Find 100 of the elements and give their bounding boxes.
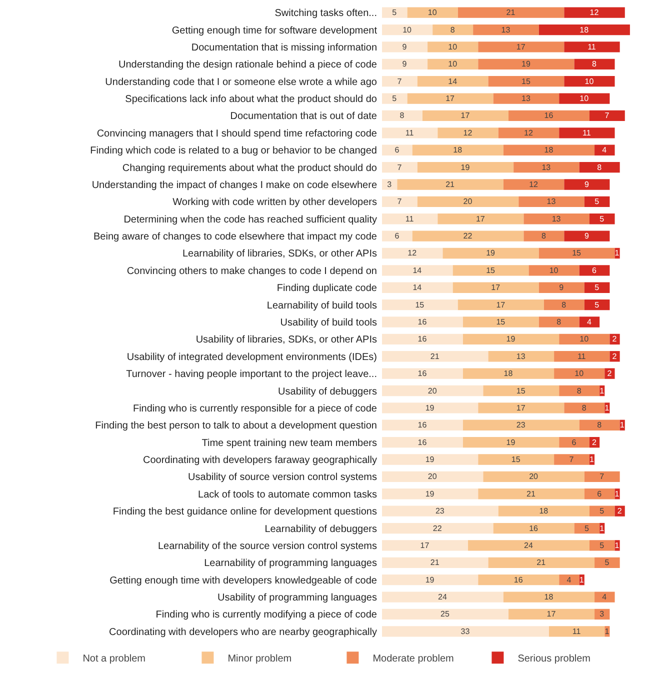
data-label: 10 (549, 266, 559, 275)
bar (382, 110, 422, 122)
bar (422, 110, 509, 122)
bar (382, 368, 463, 379)
bar (382, 316, 463, 328)
y-tick-label: Getting enough time for software development (172, 25, 378, 36)
data-label: 17 (546, 610, 556, 619)
bar (579, 265, 610, 276)
bar (503, 144, 595, 156)
data-label: 19 (506, 334, 516, 344)
bar (382, 214, 438, 224)
data-label: 4 (602, 592, 608, 602)
bar (589, 110, 625, 122)
bar (468, 540, 590, 551)
data-label: 1 (620, 420, 625, 430)
bar (498, 506, 590, 516)
bar (564, 7, 625, 18)
data-label: 21 (536, 558, 546, 568)
data-label: 17 (496, 300, 506, 310)
data-label: 9 (402, 42, 408, 52)
bar (574, 58, 615, 70)
bar (382, 471, 484, 482)
y-tick-label: Finding the best person to talk to about a development question (95, 420, 377, 432)
legend-label: Minor problem (228, 654, 292, 665)
y-tick-label: Usability of debuggers (278, 386, 377, 398)
data-label: 6 (572, 438, 577, 447)
data-label: 11 (582, 128, 592, 138)
data-label: 25 (440, 610, 450, 619)
bar (498, 128, 560, 138)
bar (508, 110, 590, 122)
data-label: 1 (604, 626, 610, 636)
bar (462, 420, 580, 430)
y-tick-label: Learnability of libraries, SDKs, or other APIs (182, 248, 377, 260)
y-tick-label: Usability of integrated development environments (IDEs) (126, 352, 377, 363)
bar (478, 488, 584, 500)
y-tick-label: Understanding code that I or someone else wrote a while ago (105, 76, 378, 88)
bar (428, 58, 478, 70)
data-label: 16 (529, 524, 539, 533)
bar (589, 506, 615, 516)
y-tick-label: Usability of source version control systems (188, 472, 377, 484)
bar (559, 437, 590, 448)
data-label: 20 (428, 472, 438, 482)
data-label: 23 (435, 506, 445, 516)
data-label: 2 (612, 334, 618, 344)
bar (604, 368, 615, 379)
data-label: 15 (511, 455, 521, 464)
y-tick-label: Usability of libraries, SDKs, or other APIs (196, 334, 377, 346)
data-label: 2 (607, 369, 612, 378)
y-tick-label: Lack of tools to automate common tasks (198, 489, 377, 500)
data-label: 10 (402, 25, 412, 34)
data-label: 15 (516, 386, 526, 396)
legend-label: Moderate problem (372, 654, 454, 665)
y-tick-label: Switching tasks often... (274, 8, 377, 20)
data-label: 11 (405, 214, 414, 224)
y-tick-label: Finding the best guidance online for development questions (112, 506, 377, 518)
data-label: 10 (428, 8, 438, 18)
y-tick-label: Finding who is currently modifying a piece of code (156, 610, 378, 621)
data-label: 14 (412, 283, 422, 292)
data-label: 18 (504, 369, 514, 378)
bar (488, 76, 564, 87)
data-label: 19 (460, 162, 470, 172)
data-label: 13 (546, 197, 556, 206)
bar (382, 24, 433, 36)
bar (397, 179, 504, 190)
bar (594, 557, 620, 568)
bar (564, 402, 605, 414)
bar (564, 179, 610, 190)
bar (438, 128, 498, 138)
data-label: 17 (446, 94, 456, 104)
data-label: 17 (516, 42, 526, 52)
data-label: 19 (486, 248, 496, 258)
data-label: 20 (428, 386, 438, 396)
data-label: 14 (448, 76, 458, 86)
legend-label: Serious problem (518, 654, 591, 665)
data-label: 7 (397, 162, 402, 172)
data-label: 21 (430, 352, 440, 361)
data-label: 1 (590, 455, 594, 464)
bar (579, 420, 620, 430)
data-label: 3 (387, 180, 392, 189)
bar (589, 540, 615, 551)
data-label: 16 (514, 575, 524, 584)
bar (488, 351, 554, 362)
data-label: 17 (476, 214, 486, 224)
bar (538, 248, 615, 259)
data-label: 12 (590, 8, 600, 18)
y-tick-label: Learnability of debuggers (264, 524, 377, 535)
bar (493, 93, 560, 104)
data-label: 5 (594, 283, 600, 292)
legend-label: Not a problem (82, 654, 146, 665)
bar (559, 334, 610, 345)
bar (458, 7, 564, 18)
data-label: 3 (600, 610, 605, 619)
y-tick-label: Understanding the impact of changes I make on code elsewhere (92, 180, 378, 191)
bar (478, 42, 564, 52)
bar (508, 608, 595, 620)
data-label: 19 (425, 575, 435, 584)
bar (382, 574, 478, 586)
data-label: 8 (576, 386, 582, 396)
data-label: 19 (521, 60, 531, 69)
y-tick-label: Usability of build tools (280, 318, 377, 328)
